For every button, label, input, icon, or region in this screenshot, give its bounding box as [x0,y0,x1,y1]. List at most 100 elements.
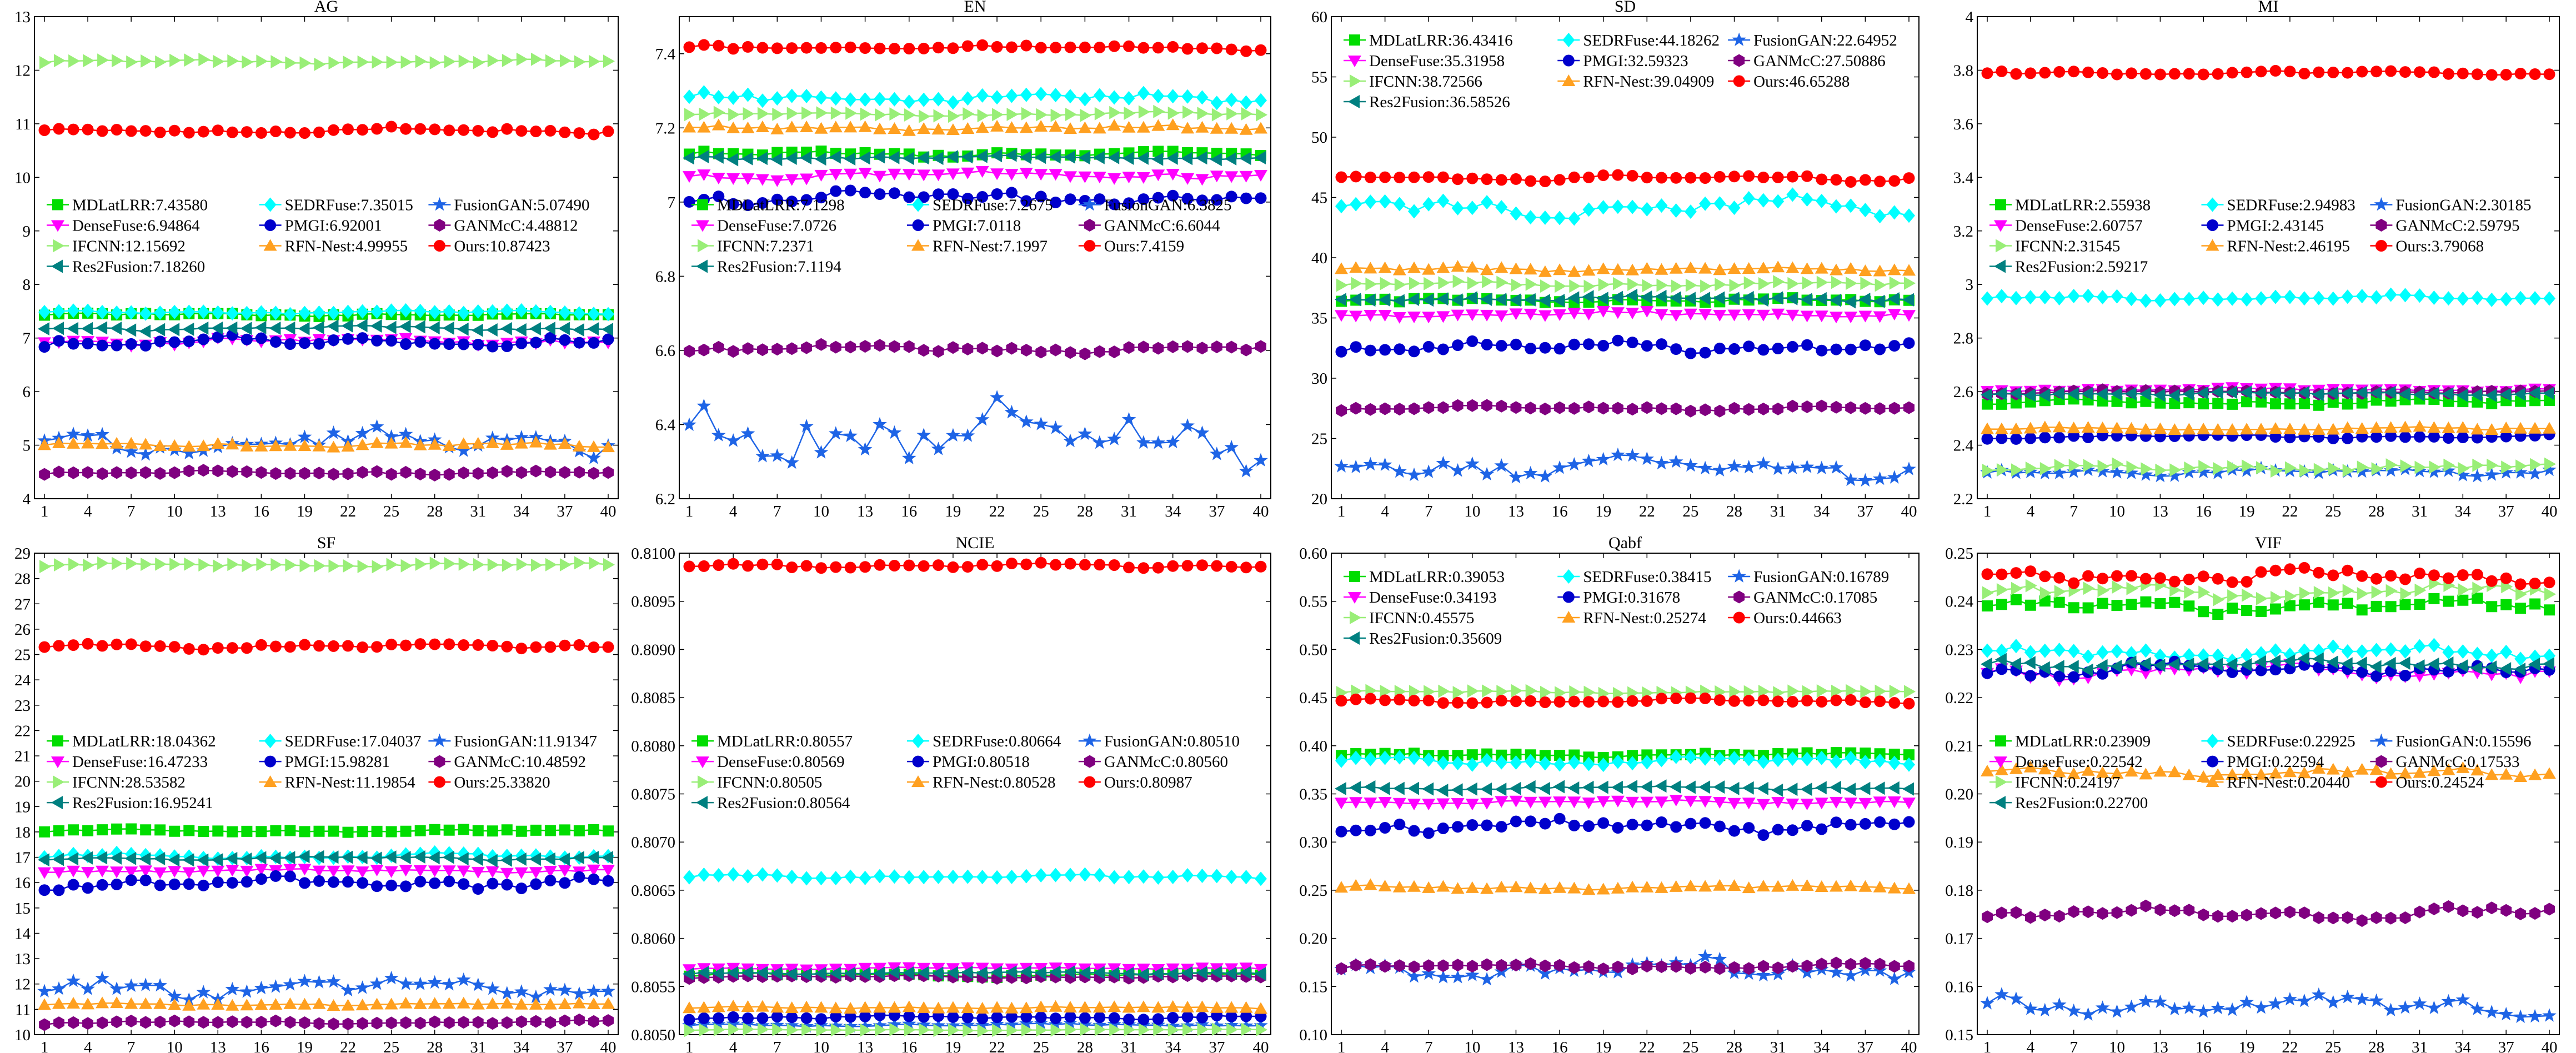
data-point [385,638,398,650]
data-point [2399,599,2411,610]
data-point [1422,881,1436,893]
data-point [1655,309,1668,321]
data-point [67,322,79,335]
data-point [771,193,783,205]
data-point [2011,581,2023,595]
legend-marker [434,219,445,232]
data-point [2240,385,2252,399]
legend-item-ganmcc: GANMcC:2.59795 [2370,217,2520,235]
data-point [2068,671,2080,683]
data-point [991,1011,1003,1024]
data-point [1255,560,1267,573]
data-point [2414,567,2425,579]
data-point [1379,694,1391,706]
data-point [2312,987,2326,1001]
data-point [2110,422,2124,434]
data-point [1772,824,1784,836]
legend-label: Res2Fusion:0.22700 [2015,794,2148,812]
data-point [1538,756,1551,771]
x-tick-label: 31 [1770,503,1786,520]
x-tick-label: 19 [1595,1039,1611,1053]
legend-item-mdlatlrr: MDLatLRR:0.23909 [1989,733,2151,750]
legend-item-ours: Ours:0.44663 [1728,609,1842,627]
data-point [458,824,469,835]
data-point [458,557,470,571]
data-point [961,40,974,52]
data-point [1785,460,1800,474]
data-point [429,824,440,835]
data-point [1846,684,1858,698]
data-point [515,125,528,137]
data-point [2413,639,2426,654]
legend-item-pmgi: PMGI:15.98281 [259,753,390,771]
data-point [2500,292,2513,307]
data-point [1196,342,1208,355]
data-point [485,854,498,868]
data-point [385,335,398,347]
data-point [2398,420,2412,433]
legend-label: Res2Fusion:7.1194 [717,258,841,276]
legend-item-mdlatlrr: MDLatLRR:0.39053 [1344,568,1505,586]
data-point [285,56,297,70]
x-tick-label: 34 [1165,503,1181,520]
data-point [2328,462,2340,475]
data-point [139,865,153,877]
data-point [2441,994,2456,1008]
data-point [239,984,254,998]
data-point [2183,573,2195,585]
data-point [1167,560,1179,572]
data-point [270,558,283,571]
data-point [2429,460,2441,474]
legend-item-res2fusion: Res2Fusion:0.80564 [691,794,850,812]
data-point [2371,462,2383,476]
data-point [1167,189,1179,202]
data-point [1335,798,1348,810]
data-point [2054,585,2066,599]
series-line [689,966,1261,970]
legend-item-res2fusion: Res2Fusion:7.1194 [691,258,841,276]
data-point [2529,68,2541,80]
data-point [1049,120,1063,132]
data-point [502,558,514,572]
data-point [1335,262,1348,274]
data-point [975,149,988,163]
data-point [2471,432,2483,444]
data-point [2528,658,2540,671]
data-point [1123,197,1135,209]
data-point [1669,880,1683,892]
data-point [1078,171,1092,183]
legend-marker [1732,569,1746,583]
data-point [1874,402,1886,415]
data-point [2455,468,2470,482]
data-point [1671,279,1683,293]
data-point [270,1014,282,1027]
series-mdlatlrr [684,146,1266,163]
data-point [931,169,945,182]
legend-label: IFCNN:38.72566 [1369,73,1482,91]
data-point [2355,385,2367,399]
data-point [902,1000,916,1012]
data-point [814,169,828,182]
series-line [1987,905,2550,921]
data-point [830,106,843,120]
y-tick-label: 6.2 [655,490,675,508]
data-point [829,150,841,164]
data-point [487,877,499,890]
data-point [1211,340,1222,354]
data-point [313,305,325,320]
data-point [2227,589,2239,603]
data-point [755,174,769,186]
data-point [1727,798,1741,810]
data-point [1523,465,1538,480]
data-point [1996,568,2008,580]
data-point [1844,262,1858,274]
data-point [1153,104,1165,118]
data-point [109,981,124,995]
data-point [1019,414,1034,428]
data-point [2139,387,2151,401]
legend-item-fusiongan: FusionGAN:2.30185 [2370,197,2532,214]
data-point [53,825,64,836]
data-point [1743,685,1756,699]
data-point [126,55,138,69]
data-point [1108,559,1120,571]
